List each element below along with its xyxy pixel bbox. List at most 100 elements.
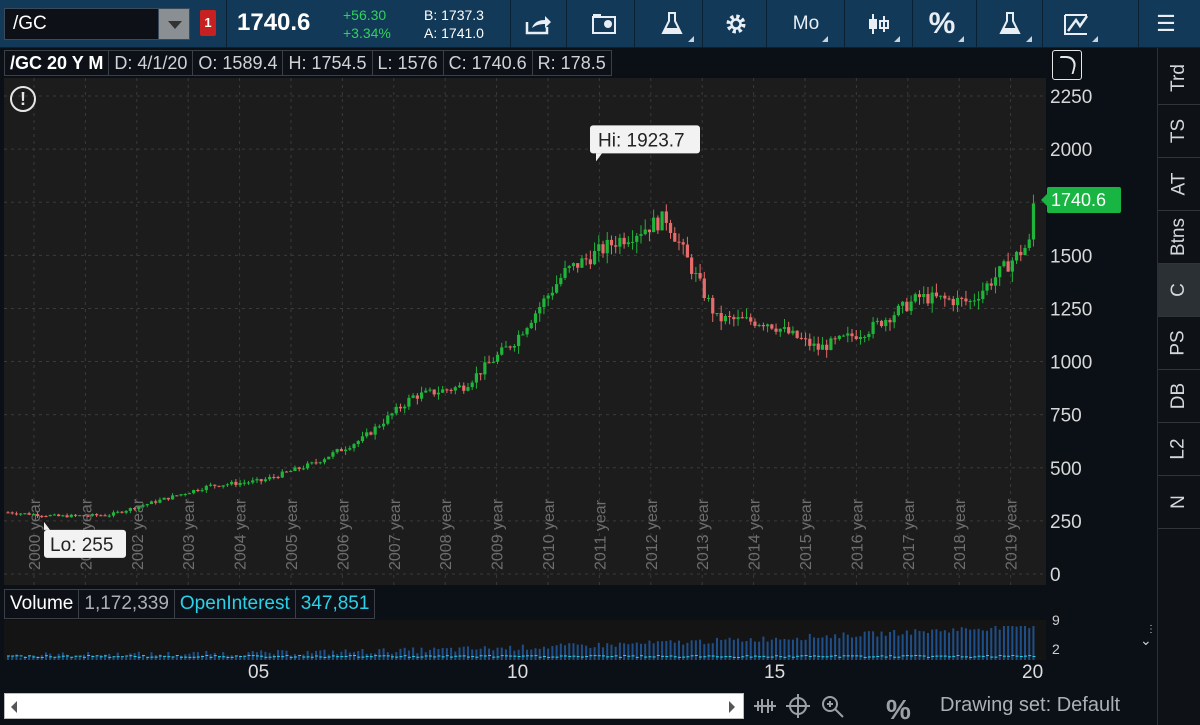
open-interest-mark [315,655,319,657]
side-tab-c[interactable]: C [1158,264,1200,317]
volume-bar [876,636,879,660]
candle-body [930,292,934,304]
candle-body [166,497,170,500]
horizontal-scrollbar[interactable] [4,693,744,719]
volume-bar [990,628,993,660]
patterns-button[interactable] [984,0,1036,48]
scroll-left-icon[interactable] [11,701,17,713]
candle-body [981,290,985,300]
open-interest-mark [863,656,867,658]
side-tab-l2[interactable]: L2 [1158,423,1200,476]
chevron-down-icon[interactable]: ⌄ [1140,632,1152,648]
volume-bar [496,647,499,660]
zoom-range-icon[interactable] [752,694,778,724]
volume-bar [331,650,334,660]
candle-body [555,284,559,293]
candle-body [871,321,875,335]
scroll-right-icon[interactable] [729,701,735,713]
side-tab-n[interactable]: N [1158,476,1200,529]
alert-icon[interactable]: ! [10,86,36,112]
open-interest-mark [580,656,584,658]
candle-body [474,373,479,383]
open-interest-mark [1011,655,1015,657]
volume-bar [542,646,545,660]
open-interest-mark [496,656,500,658]
open-interest-mark [564,655,568,657]
candle-body [424,390,428,393]
side-tab-btns[interactable]: Btns [1158,211,1200,264]
open-interest-mark [82,656,86,658]
volume-bar [669,640,672,660]
volume-bar [78,656,81,660]
aggregation-button[interactable]: Mo [780,0,832,48]
crosshair-icon[interactable] [786,694,810,724]
volume-chart[interactable] [4,620,1046,660]
candle-body [175,495,179,497]
menu-button[interactable]: ☰ [1140,0,1192,48]
open-interest-mark [378,655,382,657]
volume-bar [298,654,301,660]
volume-bar [66,654,69,660]
year-label: 2006 year [335,498,352,570]
open-interest-mark [374,655,378,657]
candle-body [78,515,82,517]
auto-scale-icon[interactable] [1052,50,1082,80]
zoom-icon[interactable] [820,694,846,725]
settings-button[interactable] [710,0,762,48]
link-badge[interactable]: 1 [200,10,216,36]
side-tab-at[interactable]: AT [1158,158,1200,211]
volume-bar [741,641,744,660]
side-tab-ps[interactable]: PS [1158,317,1200,370]
candle-body [550,292,554,296]
candle-body [829,338,833,350]
volume-bar [175,655,178,660]
drawing-set-label[interactable]: Drawing set: Default [940,694,1121,716]
open-interest-label[interactable]: OpenInterest [174,589,296,619]
share-button[interactable] [512,0,564,48]
candle-body [470,382,474,388]
open-interest-mark [112,656,116,658]
candle-body [597,244,601,251]
open-interest-mark [1019,656,1023,658]
side-tab-db[interactable]: DB [1158,370,1200,423]
notes-button[interactable] [578,0,630,48]
open-interest-mark [829,655,833,657]
volume-bar [53,657,56,660]
candle-body [795,330,799,338]
open-interest-mark [513,655,517,657]
symbol-dropdown-button[interactable] [158,8,190,40]
side-tab-ts[interactable]: TS [1158,105,1200,158]
open-interest-mark [656,655,660,657]
candle-body [580,258,584,268]
volume-bar [268,652,271,660]
drawing-tools-button[interactable] [1050,0,1102,48]
volume-label[interactable]: Volume [4,589,80,619]
volume-bar [585,645,588,660]
open-interest-mark [825,656,829,658]
candle-body [322,459,327,463]
volume-bar [893,629,896,660]
open-interest-mark [897,656,901,658]
handle-dots[interactable]: ⋮ [1146,624,1156,635]
candle-body [951,298,955,306]
percent-icon[interactable]: % [886,694,911,725]
candle-body [825,344,829,350]
volume-bar [129,653,132,660]
x-label: 10 [507,662,529,683]
percent-button[interactable]: % [916,0,968,48]
side-tab-trd[interactable]: Trd [1158,52,1200,105]
flask-icon [999,12,1021,34]
open-interest-mark [44,655,48,657]
chart-style-button[interactable] [852,0,904,48]
candle-body [284,471,289,473]
volume-bar [779,639,782,660]
studies-button[interactable] [646,0,698,48]
open-interest-value: 347,851 [295,589,376,619]
open-interest-mark [669,655,673,657]
chart-title[interactable]: /GC 20 Y M [4,50,110,76]
year-label: 2012 year [644,498,661,570]
open-interest-mark [504,655,508,657]
volume-bar [441,648,444,660]
